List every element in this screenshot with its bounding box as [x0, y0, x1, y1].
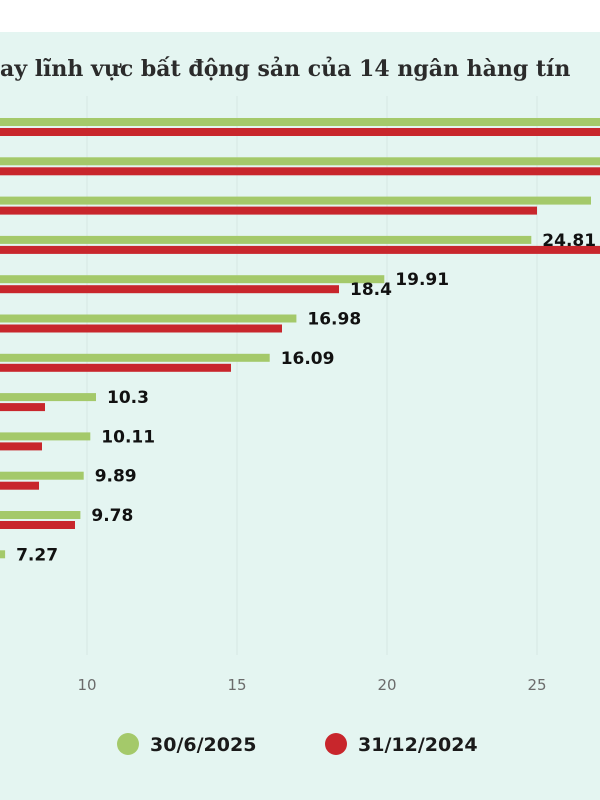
- data-label: 16.09: [281, 349, 335, 369]
- bar-series-1: [0, 157, 600, 166]
- bar-series-2: [0, 403, 45, 412]
- data-label: 18.4: [350, 280, 392, 300]
- bar-series-1: [0, 353, 270, 362]
- bar-series-1: [0, 275, 385, 284]
- x-tick-label: 15: [227, 676, 246, 694]
- bar-series-1: [0, 550, 6, 559]
- bar-series-2: [0, 442, 42, 451]
- bar-series-2: [0, 128, 600, 136]
- legend-label: 31/12/2024: [358, 734, 478, 756]
- bar-series-2: [0, 363, 231, 372]
- data-label: 24.81: [542, 231, 596, 251]
- chart-title: ay lĩnh vực bất động sản của 14 ngân hàn…: [0, 56, 570, 82]
- bar-series-2: [0, 324, 282, 333]
- legend-marker: [325, 733, 347, 755]
- bar-series-2: [0, 521, 75, 529]
- x-axis-ticks: 10 15 20 25: [77, 676, 546, 694]
- bar-series-1: [0, 432, 91, 441]
- bar-series-1: [0, 393, 96, 402]
- bar-series-2: [0, 245, 600, 254]
- data-label: 10.3: [107, 388, 149, 408]
- bar-series-1: [0, 118, 600, 126]
- labels-layer: 24.81 19.91 16.98 16.09 10.3 10.11 9.89 9.78 7.2…: [16, 231, 596, 565]
- bar-series-1: [0, 471, 84, 480]
- bar-series-1: [0, 314, 297, 323]
- bar-series-1: [0, 196, 591, 205]
- x-tick-label: 20: [377, 676, 396, 694]
- data-label: 7.27: [16, 545, 58, 565]
- x-tick-label: 25: [527, 676, 546, 694]
- data-label: 10.11: [101, 427, 155, 447]
- legend: 30/6/2025 31/12/2024: [117, 733, 478, 756]
- grid-layer: [86, 96, 538, 655]
- bar-series-2: [0, 167, 600, 176]
- data-label: 9.89: [95, 467, 137, 487]
- bar-series-1: [0, 235, 532, 244]
- legend-marker: [117, 733, 139, 755]
- bar-series-2: [0, 206, 537, 215]
- data-label: 16.98: [307, 310, 361, 330]
- x-tick-label: 10: [77, 676, 96, 694]
- bar-series-1: [0, 511, 81, 519]
- data-label: 9.78: [91, 506, 133, 526]
- bar-series-2: [0, 481, 39, 490]
- bar-series-2: [0, 285, 339, 294]
- legend-label: 30/6/2025: [150, 734, 256, 756]
- bars-layer: [0, 118, 600, 559]
- data-label: 19.91: [395, 270, 449, 290]
